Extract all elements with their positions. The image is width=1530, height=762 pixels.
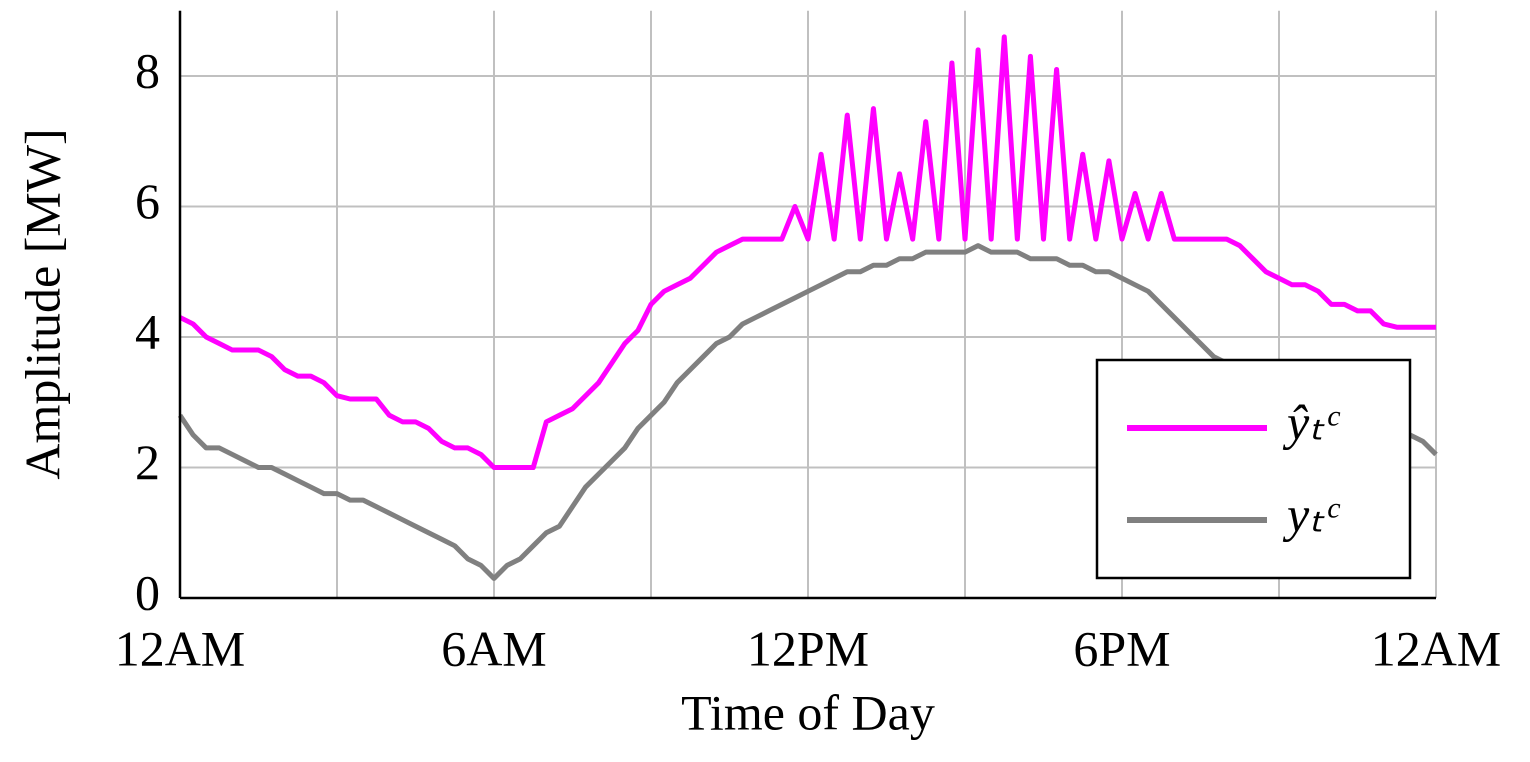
x-tick-label: 12AM <box>1371 620 1502 676</box>
y-tick-label: 4 <box>135 303 160 359</box>
x-tick-label: 6PM <box>1073 620 1170 676</box>
y-axis-label: Amplitude [MW] <box>14 128 70 479</box>
legend-box <box>1095 358 1412 580</box>
y-tick-label: 2 <box>135 434 160 490</box>
legend-label: yₜᶜ <box>1282 486 1341 542</box>
legend: ŷₜᶜ yₜᶜ <box>1095 358 1412 580</box>
y-tick-label: 8 <box>135 42 160 98</box>
x-tick-label: 12AM <box>115 620 246 676</box>
legend-label: ŷₜᶜ <box>1282 394 1341 450</box>
x-tick-label: 6AM <box>441 620 547 676</box>
series-line <box>178 34 1436 470</box>
x-axis-label: Time of Day <box>681 684 935 740</box>
x-tick-label: 12PM <box>747 620 869 676</box>
y-tick-label: 0 <box>135 564 160 620</box>
y-tick-label: 6 <box>135 173 160 229</box>
